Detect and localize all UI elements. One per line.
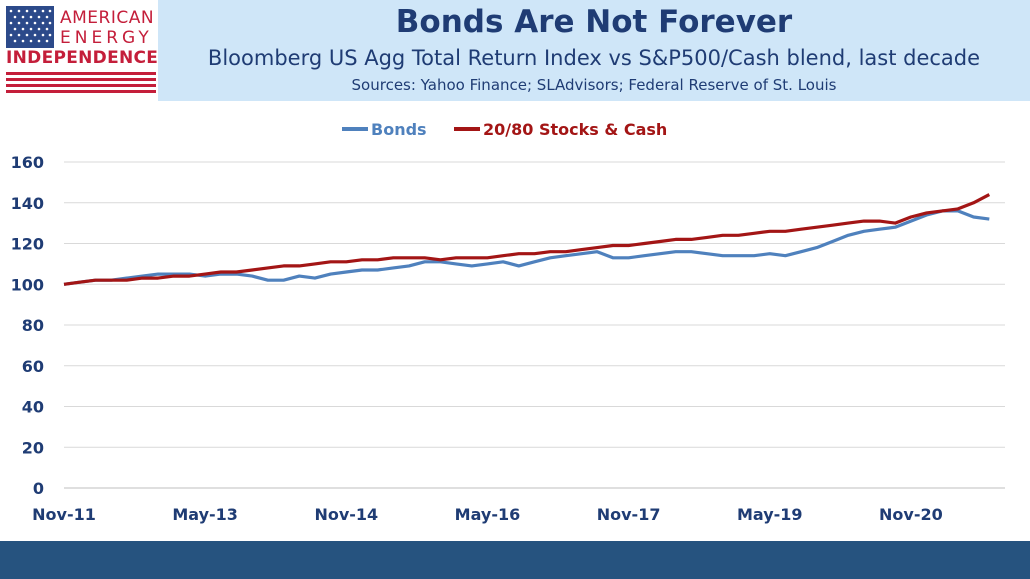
header-banner: Bonds Are Not Forever Bloomberg US Agg T… [158, 0, 1030, 101]
x-tick-label: Nov-20 [879, 505, 943, 524]
y-tick-label: 40 [22, 398, 44, 417]
logo-line-2: ENERGY [60, 28, 153, 48]
x-tick-label: May-13 [172, 505, 238, 524]
series-line-stocks-cash [63, 193, 991, 286]
flag-stripes-icon [6, 72, 156, 96]
x-axis: Nov-11 May-13 Nov-14 May-16 Nov-17 May-19 Nov-… [32, 505, 943, 524]
y-tick-label: 60 [22, 357, 44, 376]
x-tick-label: Nov-11 [32, 505, 96, 524]
y-tick-label: 20 [22, 438, 44, 457]
logo-line-1: AMERICAN [60, 8, 155, 28]
chart-subtitle: Bloomberg US Agg Total Return Index vs S… [207, 46, 981, 70]
x-tick-label: May-16 [455, 505, 521, 524]
y-tick-label: 120 [11, 235, 44, 254]
y-axis: 0 20 40 60 80 100 120 140 160 [11, 153, 44, 498]
line-chart: Bonds 20/80 Stocks & Cash 0 20 40 60 80 100 120… [11, 120, 1005, 524]
chart-title: Bonds Are Not Forever [395, 4, 793, 40]
x-tick-label: Nov-17 [597, 505, 661, 524]
y-tick-label: 160 [11, 153, 44, 172]
y-tick-label: 80 [22, 316, 44, 335]
series-lines [63, 193, 991, 286]
logo-line-3: INDEPENDENCE [6, 48, 159, 68]
y-tick-label: 140 [11, 194, 44, 213]
us-flag-icon [6, 6, 54, 48]
chart-sources: Sources: Yahoo Finance; SLAdvisors; Fede… [351, 76, 837, 94]
y-tick-label: 100 [11, 275, 44, 294]
x-tick-label: Nov-14 [314, 505, 378, 524]
footer-bar [0, 541, 1030, 579]
legend-label: 20/80 Stocks & Cash [483, 120, 667, 139]
chart-grid [64, 161, 1005, 489]
legend-label: Bonds [371, 120, 427, 139]
y-tick-label: 0 [33, 479, 44, 498]
x-tick-label: May-19 [737, 505, 803, 524]
chart-legend: Bonds 20/80 Stocks & Cash [342, 120, 667, 139]
company-logo: AMERICAN ENERGY INDEPENDENCE [6, 6, 159, 96]
series-line-bonds [63, 209, 990, 286]
